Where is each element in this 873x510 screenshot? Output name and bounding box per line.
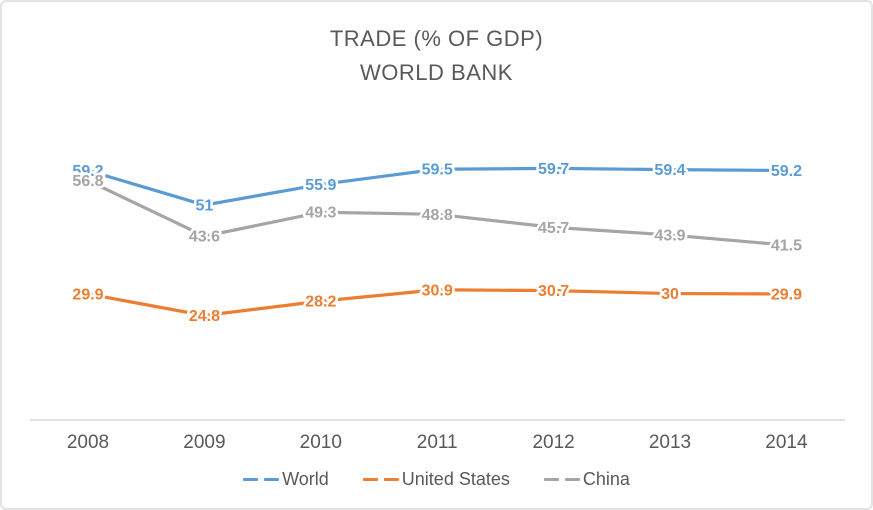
- data-label-world-2009: 51: [196, 198, 214, 215]
- x-tick-label-2014: 2014: [765, 432, 808, 453]
- x-tick-label-2008: 2008: [67, 432, 109, 453]
- data-label-china-2011: 48.8: [422, 207, 453, 224]
- data-label-world-2008: 59.2: [72, 163, 103, 180]
- legend-item-world: World: [243, 469, 329, 490]
- data-label-world-2011: 59.5: [422, 162, 453, 179]
- data-label-united-states-2010: 28.2: [305, 294, 336, 311]
- data-label-united-states-2014: 29.9: [771, 286, 802, 303]
- x-tick-label-2012: 2012: [532, 432, 574, 453]
- legend-dash-icon: [264, 478, 280, 481]
- legend-key-united-states: [362, 478, 399, 481]
- x-tick-label-2009: 2009: [183, 432, 225, 453]
- data-label-world-2012: 59.7: [538, 161, 569, 178]
- data-label-china-2008: 56.8: [72, 173, 103, 190]
- x-tick-label-2013: 2013: [649, 432, 691, 453]
- data-label-world-2014: 59.2: [771, 163, 802, 180]
- chart-title-line2: WORLD BANK: [360, 60, 513, 85]
- legend-dash-icon: [383, 478, 399, 481]
- legend-key-world: [243, 478, 280, 481]
- data-label-united-states-2008: 29.9: [72, 286, 103, 303]
- data-label-united-states-2013: 30: [661, 286, 679, 303]
- legend-item-united-states: United States: [362, 469, 510, 490]
- legend-label-world: World: [282, 469, 329, 489]
- chart-legend: World United States China: [2, 469, 871, 490]
- data-label-united-states-2012: 30.7: [538, 283, 569, 300]
- data-label-united-states-2009: 24.8: [189, 308, 220, 325]
- series-line-world: [86, 166, 789, 207]
- legend-item-china: China: [543, 469, 630, 490]
- data-label-united-states-2011: 30.9: [422, 282, 453, 299]
- legend-dash-icon: [243, 478, 259, 481]
- series-line-united-states: [86, 288, 789, 318]
- series-line-china: [86, 179, 789, 247]
- data-label-china-2013: 43.9: [654, 227, 685, 244]
- data-label-china-2009: 43.6: [189, 229, 220, 246]
- chart-title-line1: TRADE (% OF GDP): [329, 26, 544, 51]
- chart-title: TRADE (% OF GDP) WORLD BANK: [2, 22, 871, 90]
- data-label-china-2010: 49.3: [305, 205, 336, 222]
- legend-key-china: [543, 478, 580, 481]
- legend-label-united-states: United States: [401, 469, 510, 489]
- x-tick-label-2010: 2010: [300, 432, 342, 453]
- legend-dash-icon: [362, 478, 378, 481]
- data-label-china-2014: 41.5: [771, 238, 802, 255]
- x-tick-label-2011: 2011: [417, 432, 458, 453]
- data-label-world-2010: 55.9: [305, 177, 336, 194]
- legend-label-china: China: [582, 469, 630, 489]
- data-label-china-2012: 45.7: [538, 220, 569, 237]
- legend-dash-icon: [564, 478, 580, 481]
- data-label-world-2013: 59.4: [654, 162, 685, 179]
- legend-dash-icon: [543, 478, 559, 481]
